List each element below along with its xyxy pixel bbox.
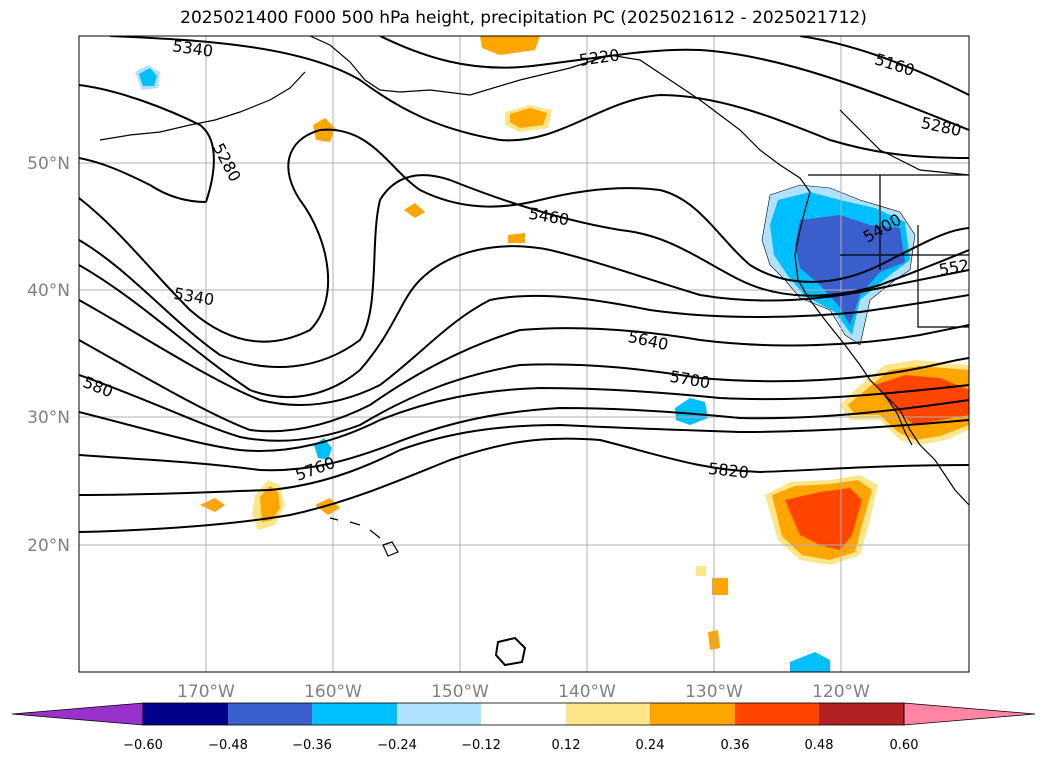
colorbar-tick: −0.48	[208, 738, 248, 753]
contour-5520	[79, 294, 969, 406]
colorbar-ticks: −0.60 −0.48 −0.36 −0.24 −0.12 0.12 0.24 …	[123, 738, 918, 753]
precip-blob-north-5	[508, 233, 525, 243]
contour-5280-top	[79, 84, 215, 203]
colorbar-tick: −0.12	[461, 738, 501, 753]
lon-label-140w: 140°W	[558, 682, 616, 702]
map-frame	[78, 35, 970, 673]
contour-5760	[79, 399, 969, 472]
lat-label-50n: 50°N	[27, 154, 70, 174]
contour-label-5460: 5460	[527, 204, 570, 230]
contour-label-5760: 5760	[293, 453, 338, 485]
colorbar-tick: 0.60	[890, 738, 919, 753]
precip-blob-blue-mid	[675, 398, 708, 425]
coast-aleutians	[99, 71, 306, 141]
coast-baja	[884, 394, 913, 446]
precip-blob-north-2	[480, 36, 540, 55]
contour-label-580: 580	[80, 372, 115, 401]
contour-5700	[79, 384, 969, 452]
colorbar-tick: 0.12	[552, 738, 581, 753]
contour-label-5700: 5700	[668, 367, 711, 393]
precipitation-shading	[135, 36, 969, 672]
coast-hawaii-4	[382, 541, 399, 557]
contour-label-5220: 5220	[578, 45, 621, 69]
colorbar-segment	[397, 703, 481, 725]
contour-5400	[79, 174, 969, 368]
colorbar-tick: −0.36	[292, 738, 332, 753]
contour-5460	[79, 245, 969, 399]
colorbar-extend-low	[11, 702, 144, 726]
contour-label-5340-mid: 5340	[172, 284, 215, 310]
coast-canada-interior	[839, 109, 969, 176]
colorbar-segment	[735, 703, 819, 725]
coast-us-west	[794, 191, 921, 446]
lon-label-120w: 120°W	[812, 682, 870, 702]
colorbar-segment	[481, 703, 566, 725]
contour-label-5340-top: 5340	[171, 36, 214, 60]
precip-blob-hawaii-west-core	[260, 486, 280, 522]
colorbar-tick: −0.60	[123, 738, 163, 753]
coast-hawaii-1	[329, 517, 339, 521]
colorbar-segment	[650, 703, 735, 725]
contour-label-5160: 5160	[872, 49, 917, 80]
map-title: 2025021400 F000 500 hPa height, precipit…	[180, 8, 867, 28]
contour-5820	[79, 437, 969, 533]
lon-label-130w: 130°W	[685, 682, 743, 702]
lat-label-40n: 40°N	[27, 281, 70, 301]
coast-mexico	[919, 444, 969, 506]
border-states-3	[917, 225, 969, 328]
colorbar-segment	[228, 703, 312, 725]
longitude-labels: 170°W 160°W 150°W 140°W 130°W 120°W	[177, 682, 870, 702]
colorbar-tick: −0.24	[377, 738, 417, 753]
precip-blob-tiny-1	[712, 578, 728, 595]
coast-hawaii-3	[369, 529, 381, 539]
contour-label-5280-right: 5280	[919, 113, 963, 140]
coast-alaska	[309, 36, 811, 193]
height-contours	[79, 36, 969, 533]
colorbar-segment	[143, 703, 228, 725]
coast-island-small	[494, 636, 527, 667]
contour-5760b	[79, 419, 969, 496]
contour-5280-upper	[109, 36, 969, 159]
precip-blob-north-4	[404, 203, 425, 218]
gridlines	[79, 36, 969, 672]
contour-label-5820: 5820	[707, 459, 749, 482]
lat-label-20n: 20°N	[27, 536, 70, 556]
colorbar-outline	[142, 702, 905, 726]
coastlines	[99, 36, 969, 667]
precip-blob-small-2	[315, 498, 340, 515]
colorbar: −0.60 −0.48 −0.36 −0.24 −0.12 0.12 0.24 …	[11, 702, 1036, 753]
precip-blob-tiny-3	[696, 566, 706, 576]
precip-blob-north-1-core	[510, 108, 547, 128]
contour-5640	[79, 357, 969, 442]
latitude-labels: 50°N 40°N 30°N 20°N	[27, 154, 70, 556]
contour-5580	[79, 324, 969, 433]
contour-5220	[379, 36, 969, 131]
colorbar-extend-high	[903, 702, 1036, 726]
precip-blob-blue-south	[790, 652, 830, 672]
coast-hawaii-2	[349, 521, 361, 526]
lon-label-150w: 150°W	[431, 682, 489, 702]
lon-label-160w: 160°W	[304, 682, 362, 702]
colorbar-segment	[312, 703, 397, 725]
contour-label-552: 552	[937, 256, 970, 280]
colorbar-tick: 0.36	[721, 738, 750, 753]
colorbar-tick: 0.24	[636, 738, 665, 753]
lon-label-170w: 170°W	[177, 682, 235, 702]
lat-label-30n: 30°N	[27, 408, 70, 428]
colorbar-segment	[819, 703, 904, 725]
precip-blob-small-1	[200, 498, 225, 512]
contour-5160	[799, 36, 969, 96]
contour-label-5640: 5640	[626, 327, 670, 354]
precip-blob-blue-nw-core	[139, 68, 157, 86]
precip-blob-east-pac-core	[785, 488, 862, 550]
precip-blob-pnw-core	[795, 215, 905, 325]
colorbar-tick: 0.48	[805, 738, 834, 753]
colorbar-segment	[566, 703, 650, 725]
contour-5340	[79, 128, 969, 343]
